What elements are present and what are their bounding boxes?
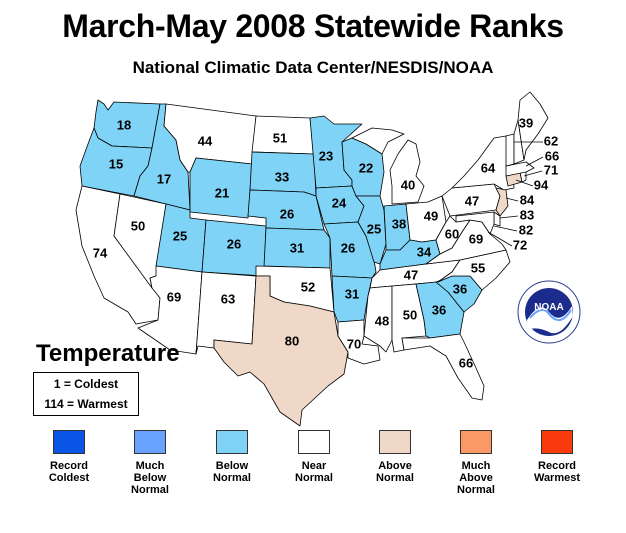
legend-item-above-normal: Above Normal bbox=[345, 430, 445, 484]
rank-KY: 34 bbox=[417, 244, 432, 259]
legend-swatch bbox=[460, 430, 492, 454]
legend-swatch bbox=[53, 430, 85, 454]
rank-WV: 60 bbox=[445, 226, 459, 241]
legend-label: Much Above Normal bbox=[457, 460, 495, 496]
rank-MT: 44 bbox=[198, 133, 213, 148]
rank-NC: 55 bbox=[471, 260, 485, 275]
rank-CA: 74 bbox=[93, 245, 108, 260]
leader-lines bbox=[487, 141, 544, 247]
rank-ND: 51 bbox=[273, 130, 287, 145]
rank-GA: 36 bbox=[432, 302, 446, 317]
rank-DC: 72 bbox=[513, 237, 527, 252]
rank-VA: 69 bbox=[469, 231, 483, 246]
rank-IL: 25 bbox=[367, 221, 381, 236]
state-MI bbox=[351, 127, 425, 205]
legend-label: Above Normal bbox=[376, 460, 414, 484]
rank-NJ: 84 bbox=[520, 192, 535, 207]
state-NC bbox=[437, 249, 511, 291]
rank-AL: 50 bbox=[403, 307, 417, 322]
rank-ME: 39 bbox=[519, 115, 533, 130]
legend-swatch bbox=[379, 430, 411, 454]
rank-AZ: 69 bbox=[167, 289, 181, 304]
rank-NH: 62 bbox=[544, 133, 558, 148]
rank-WY: 21 bbox=[215, 185, 229, 200]
legend-heading: Temperature bbox=[36, 340, 180, 367]
rank-TX: 80 bbox=[285, 333, 299, 348]
rank-MI: 40 bbox=[401, 177, 415, 192]
map-subtitle: National Climatic Data Center/NESDIS/NOA… bbox=[132, 58, 494, 77]
color-legend: Record Coldest Much Below Normal Below Norma… bbox=[0, 430, 626, 530]
legend-label: Near Normal bbox=[295, 460, 333, 484]
rank-OK: 52 bbox=[301, 279, 315, 294]
rank-NY: 64 bbox=[481, 160, 496, 175]
legend-swatch bbox=[134, 430, 166, 454]
legend-label: Record Coldest bbox=[48, 460, 90, 484]
rank-WI: 22 bbox=[359, 160, 373, 175]
legend-item-much-below-normal: Much Below Normal bbox=[100, 430, 200, 496]
noaa-logo-text: NOAA bbox=[534, 302, 563, 313]
rank-MA: 66 bbox=[545, 148, 559, 163]
legend-item-record-warmest: Record Warmest bbox=[507, 430, 607, 484]
rank-NM: 63 bbox=[221, 291, 235, 306]
rank-IN: 38 bbox=[392, 216, 406, 231]
rank-CT: 94 bbox=[534, 177, 549, 192]
legend-label: Record Warmest bbox=[533, 460, 581, 484]
legend-label: Below Normal bbox=[213, 460, 251, 484]
state-ME bbox=[517, 91, 549, 161]
rank-MN: 23 bbox=[319, 148, 333, 163]
rank-SC: 36 bbox=[453, 281, 467, 296]
legend-item-much-above-normal: Much Above Normal bbox=[426, 430, 526, 496]
rank-OR: 15 bbox=[109, 156, 123, 171]
state-IL bbox=[355, 195, 387, 265]
legend-item-near-normal: Near Normal bbox=[264, 430, 364, 484]
legend-item-below-normal: Below Normal bbox=[182, 430, 282, 484]
state-WY bbox=[189, 157, 253, 219]
rank-KS: 31 bbox=[290, 240, 304, 255]
state-TX bbox=[213, 275, 349, 427]
rank-FL: 66 bbox=[459, 355, 473, 370]
rank-key: 1 = Coldest 114 = Warmest bbox=[33, 372, 139, 416]
rank-ID: 17 bbox=[157, 171, 171, 186]
rank-RI: 71 bbox=[544, 162, 558, 177]
rank-MD: 82 bbox=[519, 222, 533, 237]
legend-item-record-coldest: Record Coldest bbox=[19, 430, 119, 484]
legend-label: Much Below Normal bbox=[131, 460, 169, 496]
rank-NV: 50 bbox=[131, 218, 145, 233]
rank-MS: 48 bbox=[375, 313, 389, 328]
legend-swatch bbox=[298, 430, 330, 454]
noaa-logo: NOAA bbox=[517, 280, 581, 344]
rank-SD: 33 bbox=[275, 169, 289, 184]
rank-key-coldest: 1 = Coldest bbox=[53, 377, 119, 391]
state-LA bbox=[337, 319, 381, 365]
rank-CO: 26 bbox=[227, 236, 241, 251]
rank-key-warmest: 114 = Warmest bbox=[44, 397, 128, 411]
rank-IA: 24 bbox=[332, 195, 347, 210]
rank-WA: 18 bbox=[117, 117, 131, 132]
rank-UT: 25 bbox=[173, 228, 187, 243]
rank-PA: 47 bbox=[465, 193, 479, 208]
state-VT bbox=[505, 133, 515, 167]
rank-NE: 26 bbox=[280, 206, 294, 221]
legend-swatch bbox=[541, 430, 573, 454]
state-MD bbox=[455, 211, 495, 235]
rank-MO: 26 bbox=[341, 240, 355, 255]
rank-TN: 47 bbox=[404, 267, 418, 282]
state-FL bbox=[401, 333, 485, 401]
rank-DE: 83 bbox=[520, 207, 534, 222]
rank-OH: 49 bbox=[424, 208, 438, 223]
map-title: March-May 2008 Statewide Ranks bbox=[62, 8, 564, 44]
state-KS bbox=[263, 227, 331, 269]
rank-LA: 70 bbox=[347, 336, 361, 351]
rank-AR: 31 bbox=[345, 286, 359, 301]
legend-swatch bbox=[216, 430, 248, 454]
